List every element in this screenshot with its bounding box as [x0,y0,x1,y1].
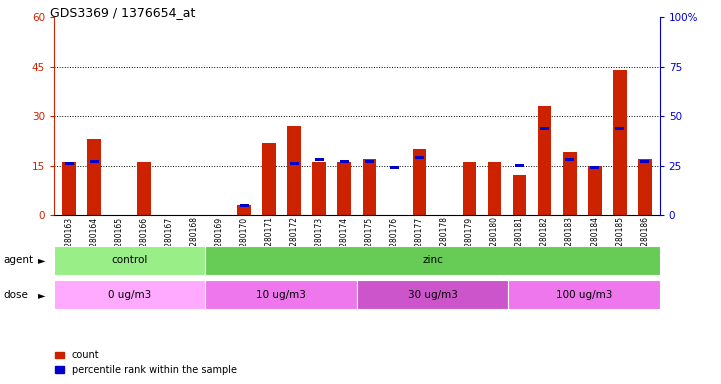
Bar [515,164,524,167]
Bar [312,162,326,215]
Bar [562,152,577,215]
Bar [87,139,101,215]
Bar [613,70,627,215]
Bar [363,159,376,215]
Bar [262,142,276,215]
Bar [340,160,349,163]
Text: ►: ► [38,290,45,300]
Text: GDS3369 / 1376654_at: GDS3369 / 1376654_at [50,6,196,19]
Bar [390,166,399,169]
Bar [290,162,298,165]
Bar [240,204,249,207]
Text: 100 ug/m3: 100 ug/m3 [556,290,612,300]
Bar [640,160,649,163]
Bar [538,106,552,215]
Bar [315,158,324,161]
Bar [54,280,205,309]
Text: zinc: zinc [423,255,443,265]
Legend: count, percentile rank within the sample: count, percentile rank within the sample [56,351,237,375]
Bar [463,162,477,215]
Bar [365,160,374,163]
Text: agent: agent [4,255,34,265]
Bar [137,162,151,215]
Bar [205,246,660,275]
Bar [487,162,501,215]
Text: 30 ug/m3: 30 ug/m3 [407,290,458,300]
Bar [540,127,549,129]
Bar [415,156,424,159]
Bar [357,280,508,309]
Text: control: control [112,255,148,265]
Bar [513,175,526,215]
Bar [638,159,652,215]
Bar [237,205,251,215]
Text: 0 ug/m3: 0 ug/m3 [108,290,151,300]
Text: ►: ► [38,255,45,265]
Bar [590,166,599,169]
Bar [62,162,76,215]
Bar [337,162,351,215]
Bar [508,280,660,309]
Bar [65,162,74,165]
Bar [89,160,99,163]
Text: dose: dose [4,290,29,300]
Bar [412,149,426,215]
Bar [565,158,574,161]
Bar [288,126,301,215]
Text: 10 ug/m3: 10 ug/m3 [256,290,306,300]
Bar [588,166,601,215]
Bar [205,280,357,309]
Bar [615,127,624,129]
Bar [54,246,205,275]
